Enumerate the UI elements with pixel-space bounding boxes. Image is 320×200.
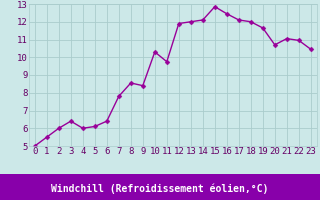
Text: Windchill (Refroidissement éolien,°C): Windchill (Refroidissement éolien,°C): [51, 183, 269, 194]
